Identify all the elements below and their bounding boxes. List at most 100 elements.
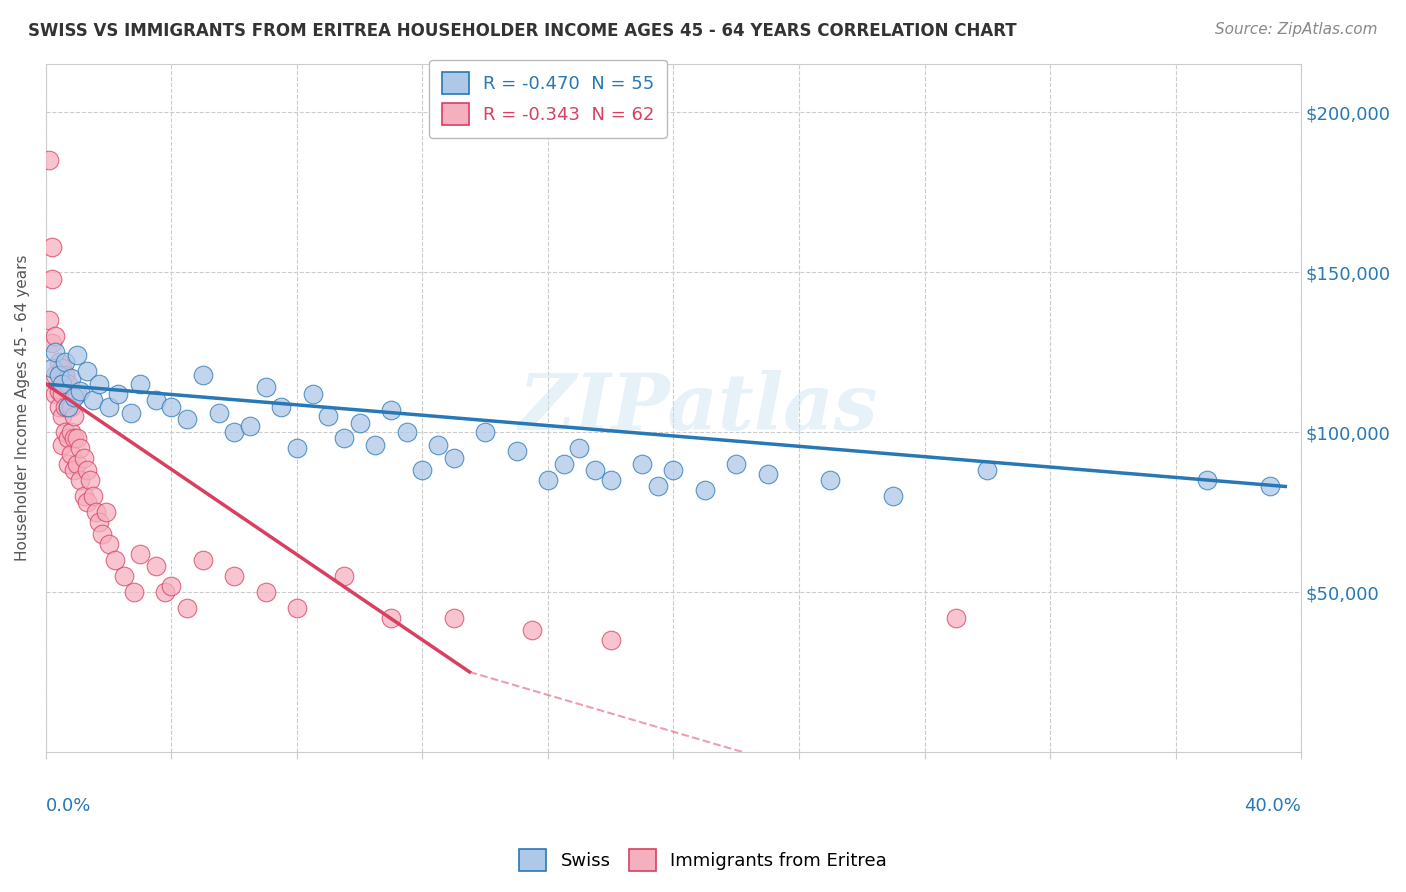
- Point: [53, 425, 76, 439]
- Point: [51, 386, 73, 401]
- Point: [191, 553, 214, 567]
- Point: [44, 368, 66, 382]
- Point: [44, 329, 66, 343]
- Point: [44, 386, 66, 401]
- Point: [254, 585, 277, 599]
- Point: [97, 537, 120, 551]
- Point: [583, 463, 606, 477]
- Point: [41, 361, 63, 376]
- Point: [129, 377, 152, 392]
- Point: [443, 450, 465, 465]
- Point: [60, 448, 83, 462]
- Point: [66, 457, 89, 471]
- Point: [44, 345, 66, 359]
- Point: [122, 585, 145, 599]
- Point: [51, 409, 73, 423]
- Point: [1258, 479, 1281, 493]
- Point: [522, 624, 544, 638]
- Point: [63, 432, 86, 446]
- Point: [153, 585, 176, 599]
- Point: [537, 473, 560, 487]
- Point: [176, 412, 198, 426]
- Point: [63, 463, 86, 477]
- Point: [66, 348, 89, 362]
- Point: [91, 527, 114, 541]
- Point: [364, 438, 387, 452]
- Point: [599, 632, 621, 647]
- Point: [239, 418, 262, 433]
- Point: [145, 559, 167, 574]
- Point: [89, 377, 111, 392]
- Legend: R = -0.470  N = 55, R = -0.343  N = 62: R = -0.470 N = 55, R = -0.343 N = 62: [429, 60, 666, 138]
- Point: [82, 489, 104, 503]
- Point: [1195, 473, 1218, 487]
- Point: [94, 505, 117, 519]
- Point: [79, 473, 101, 487]
- Point: [66, 432, 89, 446]
- Point: [76, 364, 98, 378]
- Point: [63, 409, 86, 423]
- Point: [56, 377, 79, 392]
- Point: [56, 400, 79, 414]
- Point: [285, 601, 308, 615]
- Point: [53, 355, 76, 369]
- Point: [38, 313, 60, 327]
- Point: [224, 425, 246, 439]
- Point: [56, 457, 79, 471]
- Point: [505, 444, 527, 458]
- Point: [301, 386, 323, 401]
- Point: [60, 425, 83, 439]
- Point: [38, 153, 60, 168]
- Point: [427, 438, 450, 452]
- Point: [553, 457, 575, 471]
- Point: [270, 400, 292, 414]
- Point: [84, 505, 107, 519]
- Point: [63, 390, 86, 404]
- Point: [756, 467, 779, 481]
- Point: [48, 368, 70, 382]
- Point: [882, 489, 904, 503]
- Legend: Swiss, Immigrants from Eritrea: Swiss, Immigrants from Eritrea: [512, 842, 894, 879]
- Point: [97, 400, 120, 414]
- Point: [820, 473, 842, 487]
- Point: [60, 400, 83, 414]
- Point: [69, 473, 91, 487]
- Text: SWISS VS IMMIGRANTS FROM ERITREA HOUSEHOLDER INCOME AGES 45 - 64 YEARS CORRELATI: SWISS VS IMMIGRANTS FROM ERITREA HOUSEHO…: [28, 22, 1017, 40]
- Point: [82, 393, 104, 408]
- Point: [380, 610, 402, 624]
- Point: [411, 463, 433, 477]
- Point: [51, 361, 73, 376]
- Point: [443, 610, 465, 624]
- Point: [48, 400, 70, 414]
- Point: [76, 463, 98, 477]
- Point: [662, 463, 685, 477]
- Point: [76, 495, 98, 509]
- Point: [72, 450, 94, 465]
- Point: [56, 400, 79, 414]
- Point: [53, 400, 76, 414]
- Point: [112, 569, 135, 583]
- Text: ZIPatlas: ZIPatlas: [519, 370, 879, 446]
- Point: [160, 400, 183, 414]
- Point: [285, 441, 308, 455]
- Point: [191, 368, 214, 382]
- Point: [120, 406, 142, 420]
- Point: [976, 463, 998, 477]
- Point: [224, 569, 246, 583]
- Point: [41, 335, 63, 350]
- Point: [48, 355, 70, 369]
- Point: [51, 438, 73, 452]
- Point: [53, 368, 76, 382]
- Point: [333, 432, 356, 446]
- Point: [318, 409, 340, 423]
- Point: [725, 457, 748, 471]
- Point: [474, 425, 496, 439]
- Point: [72, 489, 94, 503]
- Point: [254, 380, 277, 394]
- Point: [145, 393, 167, 408]
- Point: [48, 384, 70, 398]
- Point: [380, 402, 402, 417]
- Text: 0.0%: 0.0%: [46, 797, 91, 814]
- Point: [41, 271, 63, 285]
- Point: [176, 601, 198, 615]
